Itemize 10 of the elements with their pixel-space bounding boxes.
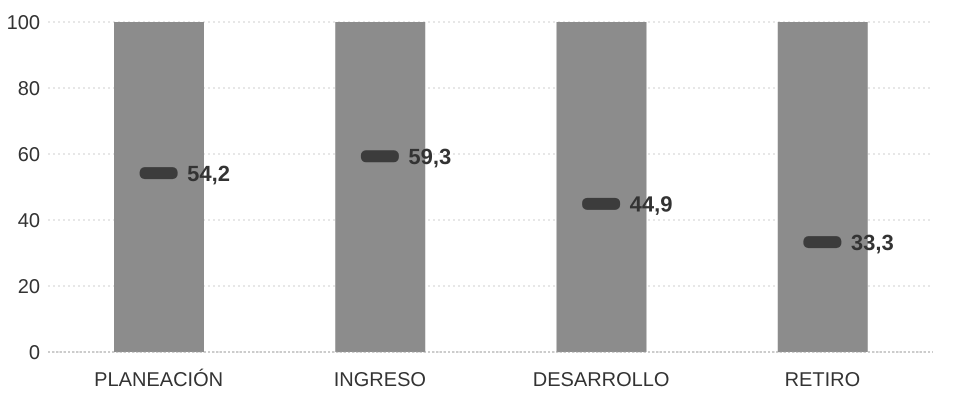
x-tick-label: RETIRO	[784, 369, 860, 392]
y-tick-label: 20	[18, 276, 40, 298]
y-tick-label: 80	[18, 78, 40, 100]
y-tick-label: 40	[18, 210, 40, 232]
y-tick-label: 60	[18, 144, 40, 166]
x-tick-label: DESARROLLO	[532, 369, 670, 392]
y-tick-label: 100	[6, 12, 40, 34]
y-tick-label: 0	[28, 342, 40, 364]
x-tick-label: PLANEACIÓN	[94, 368, 224, 392]
x-tick-label: INGRESO	[334, 369, 426, 392]
